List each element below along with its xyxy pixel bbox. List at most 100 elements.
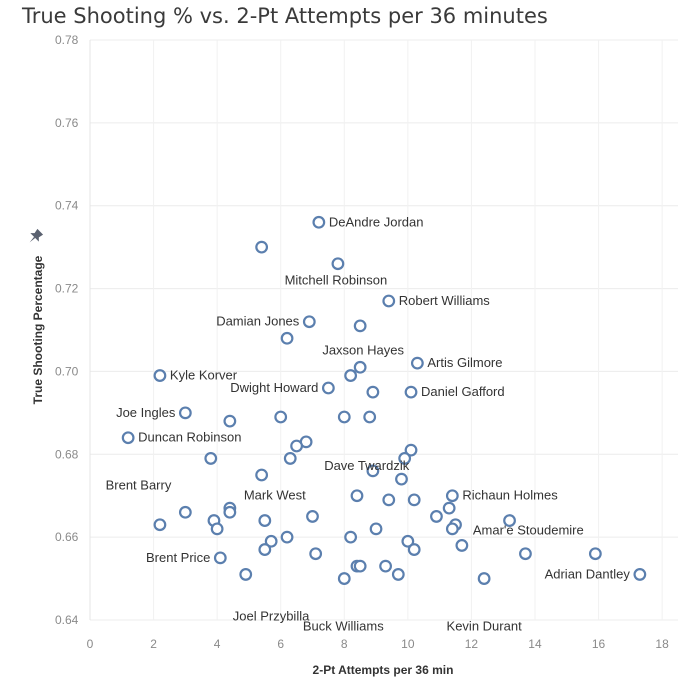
data-point[interactable] xyxy=(258,514,272,527)
data-point[interactable] xyxy=(407,543,421,556)
data-point[interactable] xyxy=(331,257,345,271)
chart-title: True Shooting % vs. 2-Pt Attempts per 36… xyxy=(22,4,548,28)
data-point[interactable] xyxy=(353,319,367,333)
y-tick-label: 0.64 xyxy=(55,613,79,627)
data-point[interactable] xyxy=(442,501,456,515)
point-label: Kevin Durant xyxy=(447,619,523,634)
data-point[interactable] xyxy=(455,539,469,552)
data-point[interactable] xyxy=(153,369,167,382)
data-point[interactable] xyxy=(283,452,297,465)
point-label: Buck Williams xyxy=(303,619,384,634)
data-point[interactable] xyxy=(321,381,335,395)
data-point[interactable] xyxy=(121,431,135,445)
point-label: Kyle Korver xyxy=(170,368,238,383)
x-tick-label: 12 xyxy=(465,637,479,651)
data-point[interactable] xyxy=(239,568,253,581)
point-label: Dwight Howard xyxy=(230,380,318,395)
data-point[interactable] xyxy=(302,315,316,329)
x-tick-label: 16 xyxy=(592,637,606,651)
point-label: DeAndre Jordan xyxy=(329,214,424,229)
data-point[interactable] xyxy=(213,551,227,565)
data-point[interactable] xyxy=(280,530,294,544)
data-point[interactable] xyxy=(477,572,491,585)
point-label: Dave Twardzik xyxy=(324,458,410,473)
x-tick-label: 0 xyxy=(87,637,94,651)
data-point[interactable] xyxy=(379,559,392,573)
point-label: Mitchell Robinson xyxy=(285,273,388,288)
data-point[interactable] xyxy=(401,534,415,548)
data-point[interactable] xyxy=(153,518,167,532)
y-tick-label: 0.78 xyxy=(55,33,79,47)
data-point[interactable] xyxy=(309,547,323,561)
data-point[interactable] xyxy=(337,572,351,585)
data-point[interactable] xyxy=(445,522,459,536)
data-point[interactable] xyxy=(398,452,412,465)
point-label: Brent Barry xyxy=(106,477,172,492)
data-point[interactable] xyxy=(337,410,351,424)
data-point[interactable] xyxy=(178,406,192,420)
data-point[interactable] xyxy=(290,439,303,453)
data-point[interactable] xyxy=(519,547,532,561)
x-tick-label: 10 xyxy=(401,637,415,651)
data-point[interactable] xyxy=(210,522,224,536)
point-label: Richaun Holmes xyxy=(462,488,558,503)
y-axis-label: True Shooting Percentage xyxy=(31,255,45,404)
data-point[interactable] xyxy=(391,568,405,581)
data-point[interactable] xyxy=(410,356,424,370)
data-point[interactable] xyxy=(178,505,192,519)
data-point[interactable] xyxy=(280,331,294,345)
data-point[interactable] xyxy=(395,472,408,486)
point-label: Brent Price xyxy=(146,550,210,565)
x-tick-label: 4 xyxy=(214,637,221,651)
x-tick-label: 2 xyxy=(150,637,157,651)
data-point[interactable] xyxy=(404,443,418,457)
x-axis-label: 2-Pt Attempts per 36 min xyxy=(313,663,454,677)
x-tick-label: 14 xyxy=(528,637,542,651)
data-point[interactable] xyxy=(382,493,396,507)
data-point[interactable] xyxy=(366,385,380,399)
data-point[interactable] xyxy=(344,530,358,544)
data-point[interactable] xyxy=(503,514,516,527)
data-point[interactable] xyxy=(350,489,364,503)
data-point[interactable] xyxy=(312,215,326,229)
data-point[interactable] xyxy=(404,385,418,399)
x-tick-label: 18 xyxy=(655,637,669,651)
data-point[interactable] xyxy=(430,510,443,523)
axes: 0.64 0.66 0.68 0.70 0.72 0.74 0.76 0.78 0 2 4 6 8 10 1… xyxy=(55,33,669,651)
data-point[interactable] xyxy=(344,369,358,382)
point-label: Daniel Gafford xyxy=(421,384,505,399)
data-point[interactable] xyxy=(369,522,383,536)
data-point[interactable] xyxy=(274,410,288,424)
data-point[interactable] xyxy=(255,468,269,482)
data-point[interactable] xyxy=(588,547,602,561)
data-point[interactable] xyxy=(258,543,272,556)
y-tick-label: 0.74 xyxy=(55,199,79,213)
point-label: Adrian Dantley xyxy=(545,566,631,581)
point-label: Joel Przybilla xyxy=(233,608,310,623)
point-label: Damian Jones xyxy=(216,314,300,329)
point-labels: DeAndre Jordan Mitchell Robinson Robert Wi… xyxy=(106,214,631,633)
data-point[interactable] xyxy=(306,510,319,523)
data-point[interactable] xyxy=(363,410,377,424)
data-point[interactable] xyxy=(204,452,218,465)
y-tick-label: 0.66 xyxy=(55,530,79,544)
data-point[interactable] xyxy=(445,489,459,503)
point-label: Joe Ingles xyxy=(116,405,176,420)
pin-icon[interactable] xyxy=(25,228,44,247)
x-tick-label: 6 xyxy=(277,637,284,651)
point-label: Artis Gilmore xyxy=(427,355,502,370)
data-point[interactable] xyxy=(264,534,278,548)
data-point[interactable] xyxy=(407,493,421,507)
data-point[interactable] xyxy=(353,559,367,573)
point-label: Mark West xyxy=(244,487,306,502)
y-tick-label: 0.76 xyxy=(55,116,79,130)
data-point[interactable] xyxy=(223,414,237,428)
data-point[interactable] xyxy=(382,294,396,308)
data-point[interactable] xyxy=(633,568,647,581)
data-point[interactable] xyxy=(255,240,269,254)
data-point[interactable] xyxy=(353,360,367,374)
data-point[interactable] xyxy=(366,464,380,478)
point-label: Robert Williams xyxy=(399,293,491,308)
data-point[interactable] xyxy=(223,505,237,519)
